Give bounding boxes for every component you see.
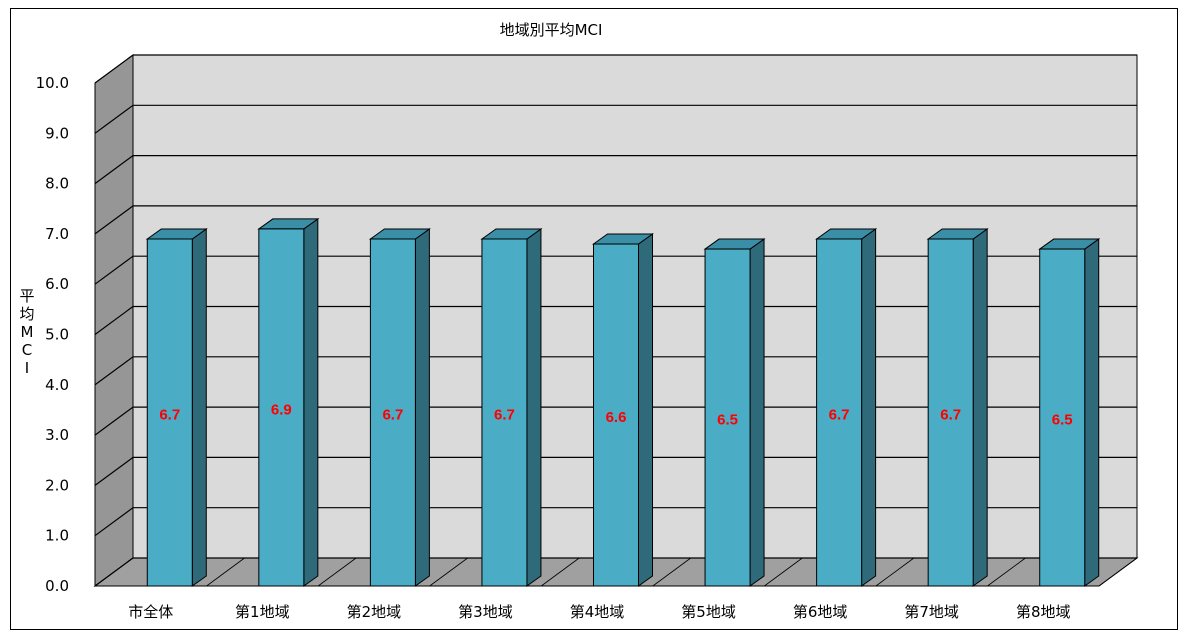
gridline-side bbox=[94, 104, 134, 134]
category-label: 第1地域 bbox=[235, 603, 290, 621]
bar-front bbox=[369, 238, 416, 587]
data-label: 6.7 bbox=[494, 406, 515, 423]
data-label: 6.7 bbox=[829, 406, 850, 423]
bar-front bbox=[146, 238, 193, 587]
y-tick-label: 2.0 bbox=[45, 476, 69, 494]
bar-front bbox=[927, 238, 974, 587]
floor-tick bbox=[429, 557, 468, 587]
gridline-side bbox=[94, 255, 134, 285]
bar-side bbox=[749, 238, 765, 587]
bar-side bbox=[303, 217, 319, 587]
chart-title: 地域別平均MCI bbox=[500, 21, 603, 39]
bar bbox=[703, 238, 766, 587]
category-label: 第8地域 bbox=[1016, 603, 1071, 621]
y-tick-label: 8.0 bbox=[45, 175, 69, 193]
gridline-side bbox=[94, 507, 134, 537]
bar-side bbox=[638, 233, 653, 587]
y-tick-label: 3.0 bbox=[45, 426, 69, 444]
bar-front bbox=[1039, 248, 1086, 587]
bar-side bbox=[526, 228, 542, 587]
y-tick-label: 6.0 bbox=[45, 275, 69, 293]
data-label: 6.7 bbox=[940, 406, 961, 423]
bar-front bbox=[593, 243, 639, 587]
bar-side bbox=[1084, 238, 1100, 587]
category-label: 第3地域 bbox=[458, 603, 513, 621]
bar-chart: 地域別平均MCI 6.7 6.9 6.7 6.7 6.6 6.5 6.7 6.7 6.5 0.0… bbox=[19, 21, 1139, 621]
bar bbox=[368, 228, 431, 587]
data-label: 6.5 bbox=[1052, 412, 1073, 429]
floor-tick bbox=[764, 557, 803, 587]
category-label: 第2地域 bbox=[347, 603, 402, 621]
y-tick-label: 7.0 bbox=[45, 225, 69, 243]
category-label: 市全体 bbox=[128, 603, 173, 621]
y-tick-label: 9.0 bbox=[45, 124, 69, 142]
y-axis-label-char: 平 bbox=[19, 287, 34, 305]
bar bbox=[145, 228, 208, 587]
floor-tick bbox=[1098, 557, 1138, 587]
bars: 6.7 6.9 6.7 6.7 6.6 6.5 6.7 6.7 6.5 bbox=[145, 217, 1101, 587]
bar-front bbox=[481, 238, 528, 587]
bar-side bbox=[191, 228, 207, 587]
bar bbox=[1038, 238, 1101, 587]
floor-tick bbox=[987, 557, 1026, 587]
y-axis-label-char: I bbox=[25, 359, 29, 377]
gridline-side bbox=[94, 306, 134, 335]
y-axis-label: 平均MCI bbox=[19, 287, 34, 377]
y-tick-label: 4.0 bbox=[45, 376, 69, 394]
bar-front bbox=[816, 238, 863, 587]
data-label: 6.6 bbox=[606, 409, 627, 426]
y-axis-label-char: C bbox=[22, 341, 32, 359]
gridline-side bbox=[94, 456, 134, 486]
floor-tick bbox=[875, 557, 915, 587]
y-tick-label: 0.0 bbox=[45, 577, 69, 595]
chart-frame: 地域別平均MCI 6.7 6.9 6.7 6.7 6.6 6.5 6.7 6.7 6.5 0.0… bbox=[10, 8, 1178, 630]
floor-tick bbox=[652, 557, 692, 587]
y-tick-label: 5.0 bbox=[45, 326, 69, 344]
gridline-side bbox=[94, 54, 134, 84]
bar-front bbox=[258, 228, 305, 587]
y-tick-label: 10.0 bbox=[36, 74, 69, 92]
floor-tick bbox=[206, 557, 245, 587]
y-axis-label-char: M bbox=[21, 323, 34, 341]
bar-front bbox=[704, 248, 751, 587]
bar-side bbox=[414, 228, 430, 587]
data-label: 6.7 bbox=[382, 406, 403, 423]
bar bbox=[926, 228, 989, 587]
gridline-side bbox=[94, 406, 134, 436]
bar bbox=[591, 233, 655, 587]
floor-tick bbox=[540, 557, 580, 587]
category-label: 第5地域 bbox=[681, 603, 736, 621]
gridline-side bbox=[94, 205, 134, 235]
bar bbox=[257, 217, 320, 587]
bar-side bbox=[972, 228, 988, 587]
bar bbox=[815, 228, 878, 587]
category-label: 第6地域 bbox=[793, 603, 848, 621]
y-axis-label-char: 均 bbox=[19, 305, 34, 323]
data-label: 6.9 bbox=[271, 401, 292, 418]
category-labels: 市全体 第1地域 第2地域 第3地域 第4地域 第5地域 第6地域 第7地域 第8地域 bbox=[128, 603, 1070, 621]
floor-tick bbox=[317, 557, 357, 587]
data-label: 6.7 bbox=[159, 406, 180, 423]
y-tick-labels: 0.0 1.0 2.0 3.0 4.0 5.0 6.0 7.0 8.0 9.0 10.0 bbox=[36, 74, 69, 595]
category-label: 第7地域 bbox=[904, 603, 959, 621]
gridline-side bbox=[94, 356, 134, 386]
gridline-side bbox=[94, 155, 134, 185]
y-tick-label: 1.0 bbox=[45, 527, 69, 545]
category-label: 第4地域 bbox=[570, 603, 625, 621]
data-label: 6.5 bbox=[717, 412, 738, 429]
floor-tick bbox=[94, 557, 134, 587]
bar-side bbox=[861, 228, 877, 587]
bar bbox=[480, 228, 543, 587]
